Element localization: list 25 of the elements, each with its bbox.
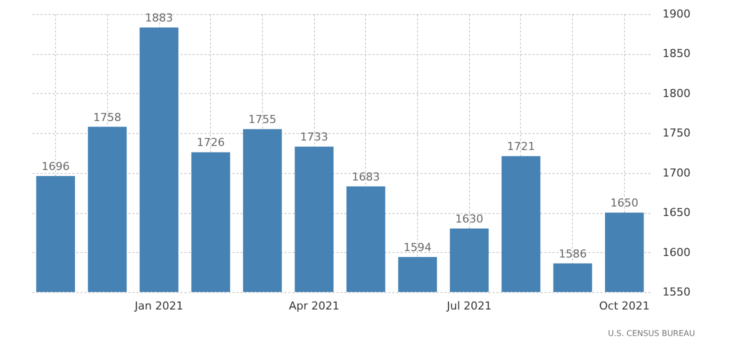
y-tick-label: 1850 — [662, 47, 690, 60]
y-tick-label: 1550 — [662, 286, 690, 298]
y-tick-label: 1650 — [662, 206, 690, 220]
data-label: 1883 — [145, 12, 174, 25]
x-tick-label: Apr 2021 — [288, 300, 340, 312]
data-label: 1733 — [300, 130, 328, 144]
x-tick-label: Jul 2021 — [446, 300, 492, 312]
text: U.S. CENSUS BUREAU — [608, 329, 696, 338]
data-label: 1594 — [404, 241, 432, 254]
y-tick-label: 1900 — [662, 8, 690, 20]
data-label: 1650 — [610, 196, 638, 210]
data-label: 1721 — [506, 140, 535, 154]
y-tick-label: 1700 — [662, 166, 690, 180]
data-label: 1630 — [455, 212, 484, 226]
data-label: 1726 — [196, 136, 225, 150]
y-tick-label: 1750 — [662, 126, 690, 140]
data-label: 1696 — [42, 160, 70, 174]
data-label: 1586 — [558, 247, 587, 260]
x-tick-label: Oct 2021 — [599, 300, 650, 312]
data-label: 1758 — [93, 110, 122, 124]
y-tick-label: 1600 — [662, 246, 690, 259]
x-tick-label: Jan 2021 — [134, 300, 184, 312]
data-label: 1755 — [248, 113, 276, 126]
data-label: 1683 — [352, 170, 380, 184]
y-tick-label: 1800 — [662, 86, 690, 100]
